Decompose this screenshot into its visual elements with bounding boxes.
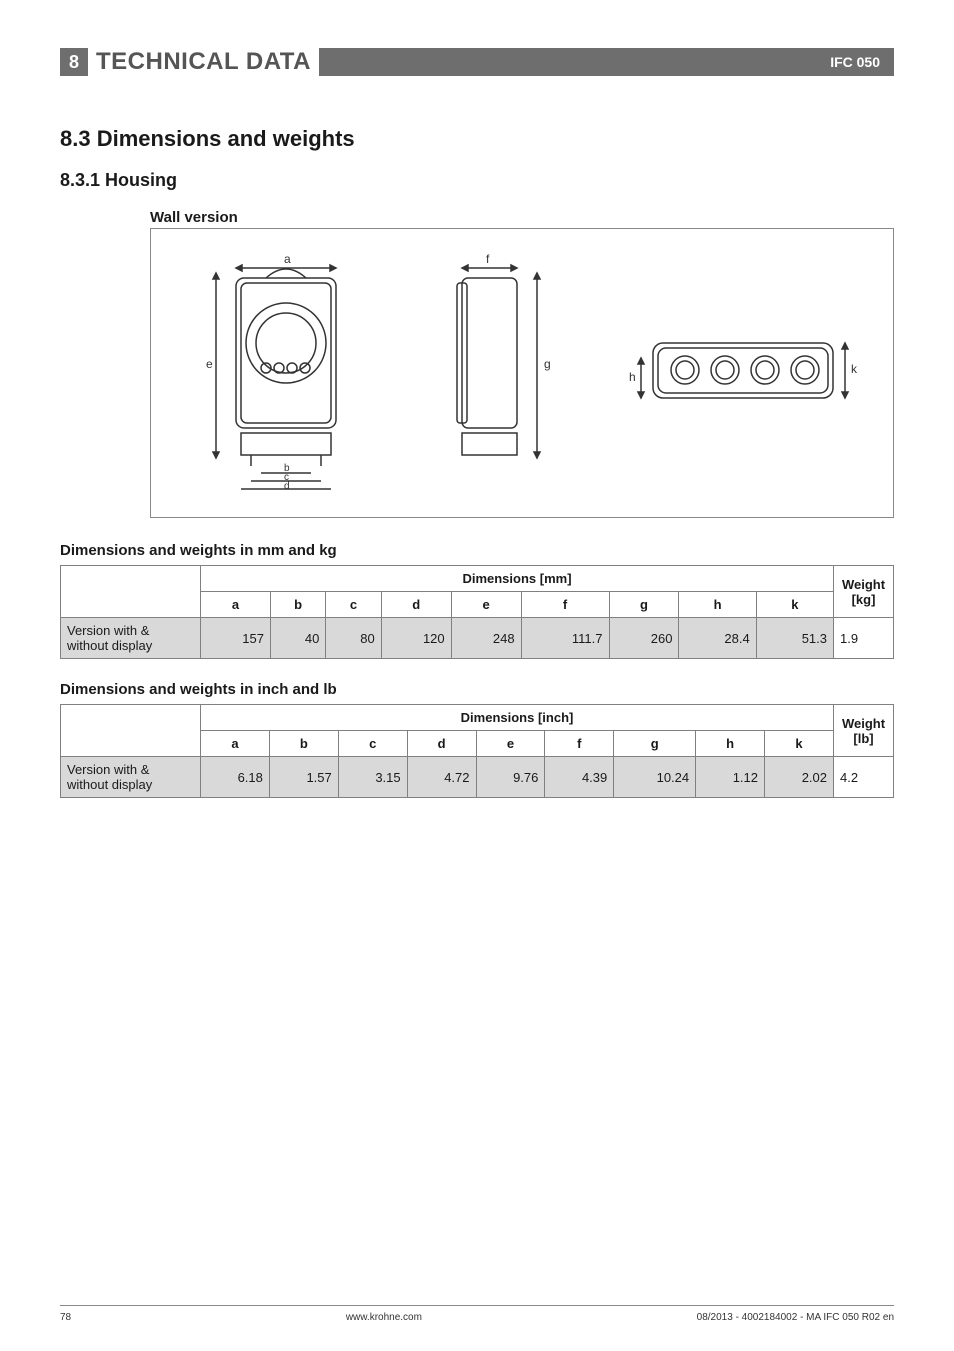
col-g: g: [614, 731, 696, 757]
page-number: 78: [60, 1312, 71, 1323]
table-corner: [61, 566, 201, 618]
side-view-icon: f g: [422, 248, 582, 498]
val-a: 157: [201, 618, 271, 659]
val-f: 111.7: [521, 618, 609, 659]
table-corner: [61, 705, 201, 757]
col-a: a: [201, 592, 271, 618]
svg-text:a: a: [284, 252, 291, 266]
dim-header: Dimensions [inch]: [201, 705, 834, 731]
subsection-heading: 8.3.1 Housing: [60, 170, 894, 191]
val-b: 40: [270, 618, 325, 659]
val-d: 120: [381, 618, 451, 659]
page-footer: 78 www.krohne.com 08/2013 - 4002184002 -…: [60, 1305, 894, 1323]
bottom-view-icon: h k: [623, 303, 863, 443]
svg-text:g: g: [544, 357, 551, 371]
header-stripe: IFC 050: [319, 48, 894, 76]
val-c: 3.15: [338, 757, 407, 798]
val-k: 2.02: [765, 757, 834, 798]
col-k: k: [756, 592, 833, 618]
col-a: a: [201, 731, 270, 757]
val-b: 1.57: [269, 757, 338, 798]
col-e: e: [476, 731, 545, 757]
col-d: d: [407, 731, 476, 757]
col-d: d: [381, 592, 451, 618]
col-f: f: [521, 592, 609, 618]
col-g: g: [609, 592, 679, 618]
table-mm: Dimensions [mm] Weight [kg] a b c d e f …: [60, 565, 894, 659]
weight-header: Weight [lb]: [834, 705, 894, 757]
weight-val: 1.9: [834, 618, 894, 659]
row-label: Version with & without display: [61, 618, 201, 659]
front-view-icon: a e b c d: [181, 248, 381, 498]
val-c: 80: [326, 618, 381, 659]
col-f: f: [545, 731, 614, 757]
val-e: 248: [451, 618, 521, 659]
col-h: h: [696, 731, 765, 757]
footer-site: www.krohne.com: [346, 1312, 422, 1323]
chapter-title: TECHNICAL DATA: [88, 48, 311, 76]
weight-val: 4.2: [834, 757, 894, 798]
svg-text:e: e: [206, 357, 213, 371]
col-c: c: [326, 592, 381, 618]
chapter-number: 8: [69, 52, 79, 73]
svg-text:k: k: [851, 362, 858, 376]
table-mm-caption: Dimensions and weights in mm and kg: [60, 542, 894, 559]
val-d: 4.72: [407, 757, 476, 798]
val-h: 28.4: [679, 618, 756, 659]
row-label: Version with & without display: [61, 757, 201, 798]
val-a: 6.18: [201, 757, 270, 798]
section-heading: 8.3 Dimensions and weights: [60, 126, 894, 152]
chapter-number-box: 8: [60, 48, 88, 76]
svg-text:h: h: [629, 370, 636, 384]
chapter-header: 8 TECHNICAL DATA IFC 050: [60, 48, 894, 76]
table-in-caption: Dimensions and weights in inch and lb: [60, 681, 894, 698]
val-k: 51.3: [756, 618, 833, 659]
col-h: h: [679, 592, 756, 618]
svg-text:d: d: [284, 481, 290, 492]
val-h: 1.12: [696, 757, 765, 798]
val-g: 260: [609, 618, 679, 659]
svg-text:f: f: [486, 252, 490, 266]
footer-docref: 08/2013 - 4002184002 - MA IFC 050 R02 en: [697, 1312, 894, 1323]
col-b: b: [270, 592, 325, 618]
dim-header: Dimensions [mm]: [201, 566, 834, 592]
dimension-diagram: a e b c d f g h k: [150, 228, 894, 518]
col-b: b: [269, 731, 338, 757]
variant-title: Wall version: [150, 209, 894, 226]
table-in: Dimensions [inch] Weight [lb] a b c d e …: [60, 704, 894, 798]
col-k: k: [765, 731, 834, 757]
doc-code: IFC 050: [830, 54, 880, 70]
weight-header: Weight [kg]: [834, 566, 894, 618]
col-e: e: [451, 592, 521, 618]
val-g: 10.24: [614, 757, 696, 798]
col-c: c: [338, 731, 407, 757]
val-f: 4.39: [545, 757, 614, 798]
val-e: 9.76: [476, 757, 545, 798]
